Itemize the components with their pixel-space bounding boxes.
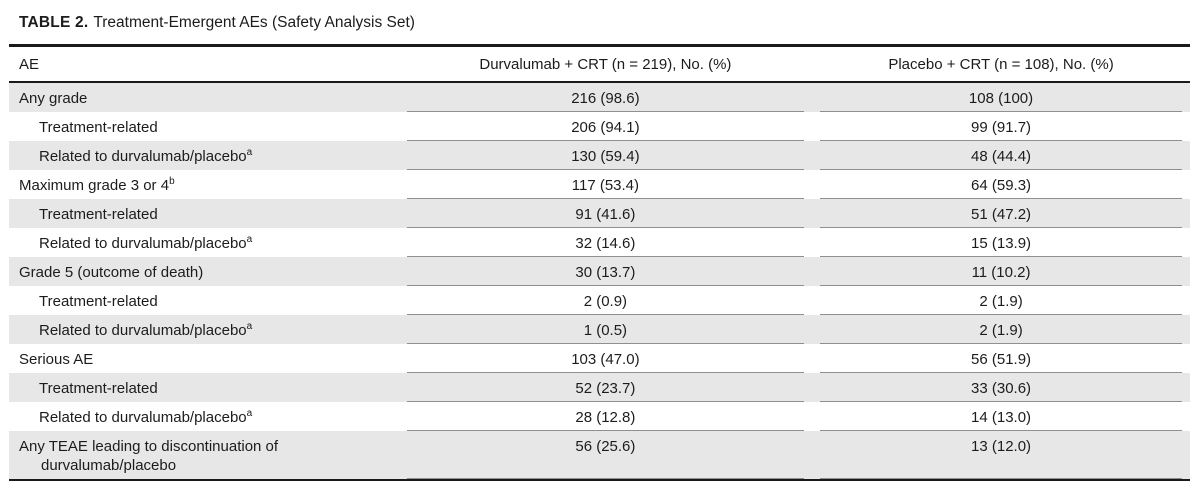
table-row: Any grade 216 (98.6) 108 (100) [9,82,1190,112]
durvalumab-value-cell: 117 (53.4) [399,170,812,199]
footnote-marker: a [246,408,253,419]
ae-label: Grade 5 (outcome of death) [19,264,204,281]
ae-label-cell: Grade 5 (outcome of death) [9,257,399,286]
placebo-value-cell: 99 (91.7) [812,112,1190,141]
table-row: Related to durvalumab/placeboa 28 (12.8) 1… [9,402,1190,431]
durvalumab-value-cell: 30 (13.7) [399,257,812,286]
table-row: Treatment-related 91 (41.6) 51 (47.2) [9,199,1190,228]
placebo-value-cell: 108 (100) [812,82,1190,112]
ae-label-cell: Any TEAE leading to discontinuation of d… [9,431,399,480]
durvalumab-value-cell: 28 (12.8) [399,402,812,431]
durvalumab-value-cell: 103 (47.0) [399,344,812,373]
table-number: TABLE 2. [19,14,89,31]
column-header-durvalumab-crt: Durvalumab + CRT (n = 219), No. (%) [398,45,813,83]
ae-label: Serious AE [19,351,94,368]
table-row: Grade 5 (outcome of death) 30 (13.7) 11 (1… [9,257,1190,286]
table-row: Maximum grade 3 or 4b 117 (53.4) 64 (59.3) [9,170,1190,199]
durvalumab-value-cell: 206 (94.1) [399,112,812,141]
ae-label: Treatment-related [39,119,158,136]
placebo-value-cell: 14 (13.0) [812,402,1190,431]
table-row: Serious AE 103 (47.0) 56 (51.9) [9,344,1190,373]
ae-label-cell: Treatment-related [9,373,399,402]
ae-label-cell: Related to durvalumab/placeboa [9,402,399,431]
placebo-value-cell: 2 (1.9) [812,286,1190,315]
ae-label-cell: Treatment-related [9,199,399,228]
durvalumab-value-cell: 216 (98.6) [399,82,812,112]
table-row: Any TEAE leading to discontinuation of d… [9,431,1190,480]
column-header-ae: AE [9,45,399,83]
ae-label-cell: Maximum grade 3 or 4b [9,170,399,199]
placebo-value-cell: 2 (1.9) [812,315,1190,344]
ae-label-cell: Serious AE [9,344,399,373]
footnote-marker: a [246,321,253,332]
ae-label: Related to durvalumab/placeboa [39,408,253,427]
durvalumab-value-cell: 2 (0.9) [399,286,812,315]
placebo-value-cell: 13 (12.0) [812,431,1190,480]
table-row: Related to durvalumab/placeboa 130 (59.4)… [9,141,1190,170]
ae-label: Maximum grade 3 or 4b [19,176,175,195]
footnote-marker: a [246,147,253,158]
ae-label: Related to durvalumab/placeboa [39,234,253,253]
table-row: Related to durvalumab/placeboa 32 (14.6) 1… [9,228,1190,257]
footnote-marker: b [169,176,175,187]
table-row: Treatment-related 2 (0.9) 2 (1.9) [9,286,1190,315]
durvalumab-value-cell: 52 (23.7) [399,373,812,402]
placebo-value-cell: 51 (47.2) [812,199,1190,228]
ae-label: Any TEAE leading to discontinuation of d… [19,438,279,474]
table-title: TABLE 2. Treatment-Emergent AEs (Safety A… [19,14,1190,32]
durvalumab-value-cell: 130 (59.4) [399,141,812,170]
durvalumab-value-cell: 1 (0.5) [399,315,812,344]
placebo-value-cell: 15 (13.9) [812,228,1190,257]
ae-label: Related to durvalumab/placeboa [39,321,253,340]
ae-label-cell: Related to durvalumab/placeboa [9,141,399,170]
table-row: Treatment-related 52 (23.7) 33 (30.6) [9,373,1190,402]
placebo-value-cell: 33 (30.6) [812,373,1190,402]
ae-label: Treatment-related [39,380,158,397]
durvalumab-value-cell: 56 (25.6) [399,431,812,480]
ae-label-cell: Related to durvalumab/placeboa [9,228,399,257]
durvalumab-value-cell: 32 (14.6) [399,228,812,257]
table-figure: TABLE 2. Treatment-Emergent AEs (Safety A… [9,14,1190,481]
ae-label-cell: Any grade [9,82,399,112]
table-row: Treatment-related 206 (94.1) 99 (91.7) [9,112,1190,141]
ae-label-cell: Treatment-related [9,286,399,315]
ae-label: Treatment-related [39,206,158,223]
header-row: AE Durvalumab + CRT (n = 219), No. (%) P… [9,45,1190,83]
table-header: AE Durvalumab + CRT (n = 219), No. (%) P… [9,45,1190,83]
ae-table: AE Durvalumab + CRT (n = 219), No. (%) P… [9,44,1190,481]
ae-label: Treatment-related [39,293,158,310]
ae-label-cell: Related to durvalumab/placeboa [9,315,399,344]
table-caption: Treatment-Emergent AEs (Safety Analysis … [93,14,415,31]
ae-label-cell: Treatment-related [9,112,399,141]
ae-label: Any grade [19,90,88,107]
placebo-value-cell: 48 (44.4) [812,141,1190,170]
placebo-value-cell: 64 (59.3) [812,170,1190,199]
ae-label: Related to durvalumab/placeboa [39,147,253,166]
durvalumab-value-cell: 91 (41.6) [399,199,812,228]
placebo-value-cell: 56 (51.9) [812,344,1190,373]
table-row: Related to durvalumab/placeboa 1 (0.5) 2 (… [9,315,1190,344]
table-body: Any grade 216 (98.6) 108 (100) Treatment-re… [9,82,1190,480]
placebo-value-cell: 11 (10.2) [812,257,1190,286]
footnote-marker: a [246,234,253,245]
column-header-placebo-crt: Placebo + CRT (n = 108), No. (%) [812,45,1190,83]
